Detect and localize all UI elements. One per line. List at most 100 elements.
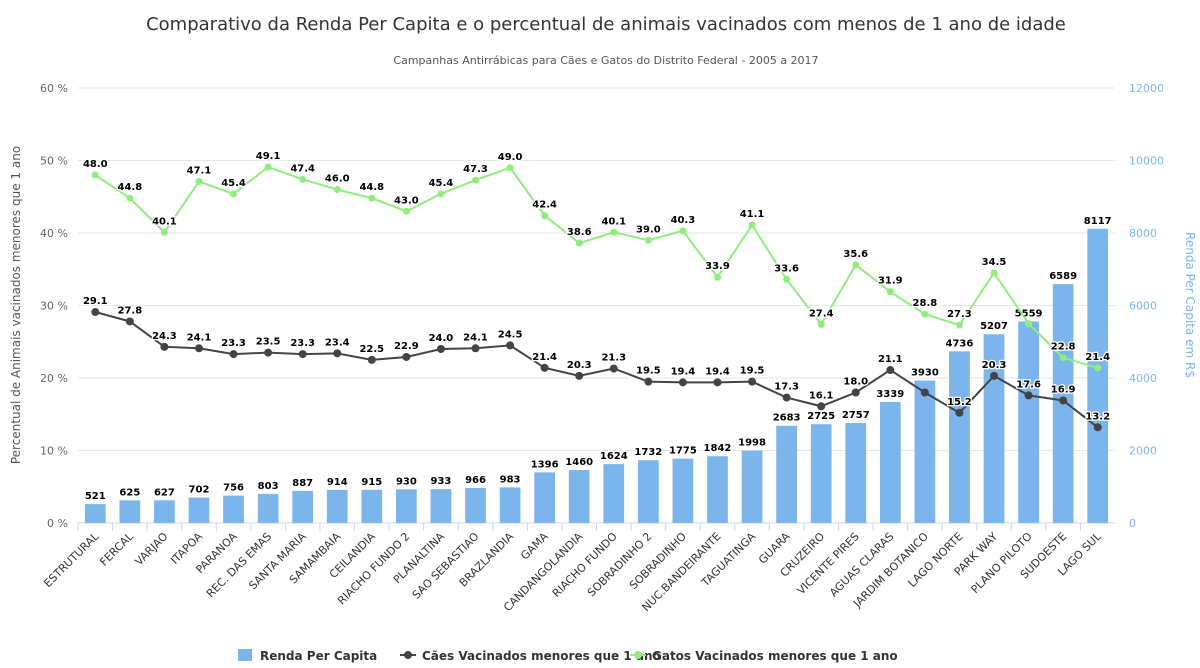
point xyxy=(1059,396,1068,405)
chart-subtitle: Campanhas Antirrábicas para Cães e Gatos… xyxy=(393,54,818,67)
legend-symbol xyxy=(634,651,642,659)
point xyxy=(472,176,480,184)
x-tick-label: FERCAL xyxy=(97,529,136,568)
y-tick-label: 0 % xyxy=(47,517,68,530)
point-value-label: 23.3 xyxy=(290,338,315,349)
x-tick-label: ESTRUTURAL xyxy=(41,529,102,590)
point-value-label: 43.0 xyxy=(394,195,419,206)
point xyxy=(748,377,757,386)
point-value-label: 35.6 xyxy=(843,249,868,260)
point xyxy=(955,408,964,417)
point-value-label: 46.0 xyxy=(325,174,350,185)
bar-value-label: 625 xyxy=(119,487,140,498)
point xyxy=(955,321,963,329)
bar-value-label: 756 xyxy=(223,483,244,494)
point xyxy=(678,378,687,387)
point-value-label: 27.4 xyxy=(809,308,834,319)
point xyxy=(402,352,411,361)
point-value-label: 22.8 xyxy=(1051,342,1076,353)
point-value-label: 45.4 xyxy=(221,178,246,189)
bar-value-label: 8117 xyxy=(1084,216,1112,227)
point xyxy=(160,342,169,351)
point-value-label: 24.5 xyxy=(498,329,523,340)
point xyxy=(437,190,445,198)
bar-value-label: 1624 xyxy=(600,451,628,462)
legend-label[interactable]: Gatos Vacinados menores que 1 ano xyxy=(652,649,898,663)
bar-value-label: 2683 xyxy=(773,413,801,424)
bar xyxy=(534,472,556,523)
y2-tick-label: 12000 xyxy=(1129,82,1164,95)
bar-value-label: 1842 xyxy=(704,443,732,454)
bar-value-label: 5207 xyxy=(980,321,1008,332)
legend-label[interactable]: Cães Vacinados menores que 1 ano xyxy=(422,649,661,663)
line xyxy=(94,165,1099,369)
y2-tick-label: 0 xyxy=(1129,517,1136,530)
point-value-label: 27.8 xyxy=(118,305,143,316)
point xyxy=(194,344,203,353)
bar xyxy=(810,424,832,523)
bar-value-label: 521 xyxy=(85,491,106,502)
y2-axis-title: Renda Per Capita em R$ xyxy=(1183,232,1197,378)
bar-value-label: 1998 xyxy=(738,438,766,449)
point-value-label: 24.0 xyxy=(429,333,454,344)
bar xyxy=(154,500,175,523)
point-value-label: 19.4 xyxy=(705,366,730,377)
point xyxy=(125,317,134,326)
point xyxy=(886,366,895,375)
bar-value-label: 2725 xyxy=(807,411,835,422)
point xyxy=(471,344,480,353)
bar xyxy=(776,425,797,523)
point-value-label: 49.1 xyxy=(256,151,281,162)
point-value-label: 22.5 xyxy=(359,344,384,355)
bar-value-label: 914 xyxy=(327,477,348,488)
point xyxy=(817,402,826,411)
point xyxy=(1025,320,1033,328)
point xyxy=(367,355,376,364)
point xyxy=(644,236,652,244)
point xyxy=(195,178,203,186)
point-value-label: 41.1 xyxy=(740,209,765,220)
bar-value-label: 930 xyxy=(396,476,417,487)
point-value-label: 40.3 xyxy=(671,215,696,226)
point xyxy=(644,377,653,386)
bar xyxy=(499,487,521,523)
bar xyxy=(465,487,486,523)
point xyxy=(921,310,929,318)
bar xyxy=(672,458,694,523)
point-value-label: 24.1 xyxy=(463,332,488,343)
point xyxy=(575,239,583,247)
point-value-label: 20.3 xyxy=(567,360,592,371)
point-value-label: 23.5 xyxy=(256,337,281,348)
point-value-label: 17.3 xyxy=(774,382,799,393)
bar xyxy=(84,504,106,523)
point xyxy=(1059,354,1067,362)
point xyxy=(817,320,825,328)
point-value-label: 33.9 xyxy=(705,261,730,272)
point-value-label: 23.4 xyxy=(325,337,350,348)
y-tick-label: 20 % xyxy=(40,372,68,385)
bar-value-label: 1460 xyxy=(565,457,593,468)
bar-value-label: 6589 xyxy=(1049,271,1077,282)
point xyxy=(609,364,618,373)
point-value-label: 47.3 xyxy=(463,164,488,175)
legend-label[interactable]: Renda Per Capita xyxy=(260,649,377,663)
point xyxy=(990,371,999,380)
point xyxy=(1093,423,1102,432)
point-value-label: 47.4 xyxy=(290,163,315,174)
point-value-label: 17.6 xyxy=(1016,379,1041,390)
point xyxy=(851,388,860,397)
x-tick-label: VICENTE PIRES xyxy=(795,530,862,597)
y2-tick-label: 10000 xyxy=(1129,155,1164,168)
point xyxy=(506,164,514,172)
point xyxy=(126,194,134,202)
bar-value-label: 803 xyxy=(258,481,279,492)
x-tick-label: GAMA xyxy=(518,530,551,563)
chart-title: Comparativo da Renda Per Capita e o perc… xyxy=(146,14,1066,35)
bar xyxy=(914,380,936,523)
bar xyxy=(396,489,417,523)
bar xyxy=(188,497,210,523)
point-value-label: 24.1 xyxy=(187,332,212,343)
y2-tick-label: 2000 xyxy=(1129,445,1157,458)
point-value-label: 15.2 xyxy=(947,397,972,408)
